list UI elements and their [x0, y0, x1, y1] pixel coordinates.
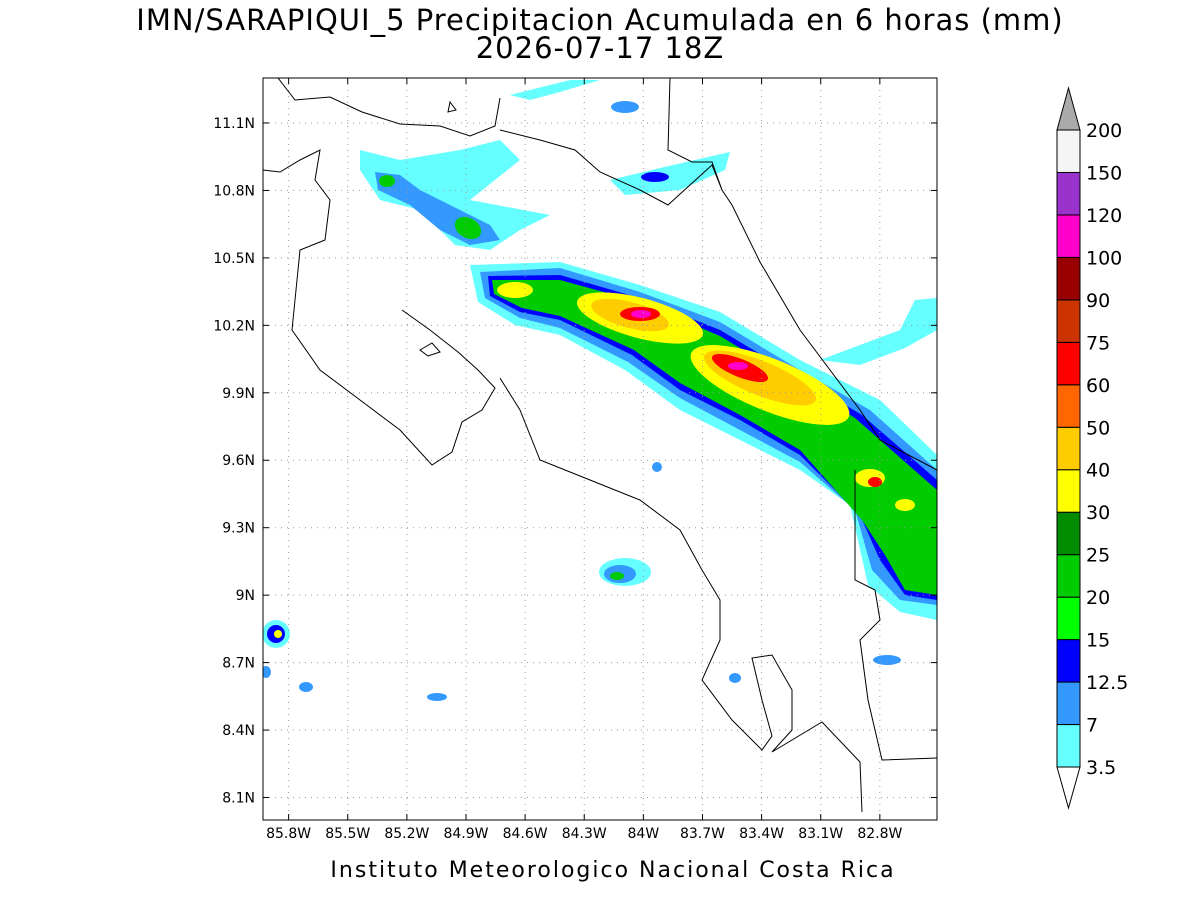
y-tick-label: 10.8N	[213, 183, 255, 199]
colorbar-label: 90	[1086, 290, 1110, 312]
colorbar-label: 200	[1086, 120, 1122, 142]
colorbar-box	[1056, 554, 1081, 598]
precip-area	[611, 101, 639, 113]
colorbar-box	[1056, 214, 1081, 258]
x-tick-label: 82.8W	[857, 826, 902, 842]
colorbar-box	[1056, 681, 1081, 726]
precip-area	[641, 172, 669, 182]
precip-area	[610, 152, 730, 195]
coastlines	[263, 78, 937, 813]
colorbar-label: 100	[1086, 247, 1122, 269]
y-tick-label: 9.6N	[222, 453, 255, 469]
colorbar-label: 3.5	[1086, 757, 1116, 779]
precip-area	[729, 673, 741, 683]
y-tick-label: 11.1N	[213, 116, 255, 132]
y-tick-label: 9N	[236, 588, 255, 604]
colorbar-box	[1056, 469, 1081, 513]
colorbar-label: 25	[1086, 545, 1110, 567]
colorbar-box	[1056, 129, 1081, 173]
x-tick-label: 83.1W	[798, 826, 843, 842]
y-tick-label: 10.5N	[213, 251, 255, 267]
precip-area	[652, 462, 662, 472]
border-line	[277, 78, 501, 137]
colorbar-box	[1056, 724, 1081, 768]
precip-area	[873, 655, 901, 665]
precip-area	[895, 499, 915, 511]
footer: Instituto Meteorologico Nacional Costa R…	[330, 858, 895, 883]
colorbar-label: 150	[1086, 162, 1122, 184]
coastline	[263, 149, 496, 466]
precip-area	[492, 280, 937, 595]
precip-area	[299, 682, 313, 692]
precip-area	[497, 282, 533, 298]
precip-area	[427, 693, 447, 701]
colorbar-box	[1056, 341, 1081, 386]
colorbar-box	[1056, 256, 1081, 301]
precip-area	[820, 298, 937, 365]
colorbar-label: 60	[1086, 375, 1110, 397]
colorbar-label: 50	[1086, 417, 1110, 439]
x-tick-label: 85.2W	[384, 826, 429, 842]
colorbar-box	[1056, 639, 1081, 683]
border-line	[499, 129, 723, 206]
x-tick-label: 83.4W	[739, 826, 784, 842]
y-tick-label: 8.1N	[222, 791, 255, 807]
colorbar-label: 20	[1086, 587, 1110, 609]
precip-area	[360, 140, 550, 250]
lake	[419, 100, 457, 357]
y-tick-label: 10.2N	[213, 318, 255, 334]
colorbar: 3.5 7 12.5 15 20 25 30 40 50 60 75 90 100 120 150 200	[1056, 86, 1128, 810]
map-title: IMN/SARAPIQUI_5 Precipitacion Acumulada …	[136, 3, 1063, 37]
colorbar-under	[1056, 766, 1081, 810]
precip-area	[728, 362, 748, 370]
x-tick-label: 83.7W	[680, 826, 725, 842]
colorbar-over	[1056, 86, 1081, 131]
colorbar-label: 7	[1086, 715, 1098, 737]
precip-area	[379, 175, 395, 187]
colorbar-label: 75	[1086, 332, 1110, 354]
precip-field	[263, 80, 937, 701]
colorbar-label: 30	[1086, 502, 1110, 524]
coastline	[667, 78, 937, 471]
colorbar-box	[1056, 171, 1081, 216]
y-tick-label: 9.9N	[222, 386, 255, 402]
colorbar-box	[1056, 511, 1081, 556]
coastline	[499, 377, 863, 813]
precip-area	[274, 630, 282, 638]
y-tick-label: 9.3N	[222, 521, 255, 537]
precip-area	[510, 80, 600, 100]
precip-area	[263, 666, 271, 678]
x-tick-label: 85.5W	[325, 826, 370, 842]
x-tick-label: 84.6W	[503, 826, 548, 842]
colorbar-box	[1056, 426, 1081, 471]
precip-area	[868, 477, 882, 487]
colorbar-label: 12.5	[1086, 672, 1128, 694]
y-tick-label: 8.4N	[222, 723, 255, 739]
precip-area	[631, 310, 651, 318]
colorbar-label: 15	[1086, 630, 1110, 652]
y-tick-label: 8.7N	[222, 656, 255, 672]
map-subtitle: 2026-07-17 18Z	[476, 31, 725, 65]
border-line	[854, 470, 937, 761]
colorbar-box	[1056, 299, 1081, 343]
precip-area	[454, 216, 482, 240]
x-tick-label: 84.9W	[443, 826, 488, 842]
colorbar-box	[1056, 384, 1081, 428]
x-tick-label: 85.8W	[266, 826, 311, 842]
precip-area	[610, 572, 624, 580]
colorbar-box	[1056, 596, 1081, 641]
x-tick-label: 84W	[628, 826, 660, 842]
map-frame	[262, 77, 938, 821]
colorbar-label: 40	[1086, 460, 1110, 482]
x-tick-label: 84.3W	[562, 826, 607, 842]
colorbar-label: 120	[1086, 205, 1122, 227]
